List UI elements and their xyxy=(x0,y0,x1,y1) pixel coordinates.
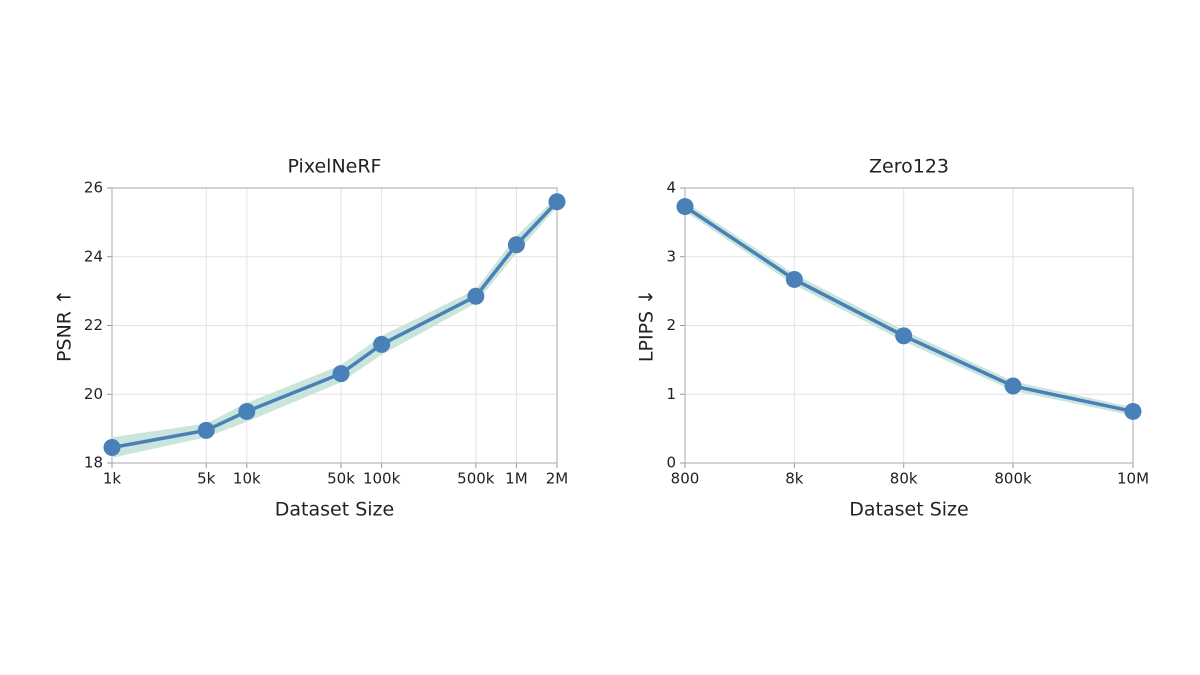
y-tick-label: 24 xyxy=(84,247,103,265)
marker xyxy=(373,335,391,353)
y-tick-label: 26 xyxy=(84,179,103,197)
x-tick-label: 800 xyxy=(671,470,700,488)
plot-frame xyxy=(111,187,558,464)
x-axis-label: Dataset Size xyxy=(849,499,968,521)
y-axis-label: PSNR ↑ xyxy=(54,289,76,362)
plot-frame xyxy=(684,187,1134,464)
x-tick-label: 2M xyxy=(546,470,569,488)
x-tick-label: 10M xyxy=(1117,470,1149,488)
x-tick-label: 500k xyxy=(457,470,495,488)
confidence-band xyxy=(685,201,1133,416)
marker xyxy=(1124,402,1142,420)
marker xyxy=(785,270,803,288)
marker xyxy=(507,236,525,254)
x-tick-label: 800k xyxy=(994,470,1032,488)
marker xyxy=(676,198,694,216)
x-tick-label: 10k xyxy=(233,470,261,488)
y-tick-label: 22 xyxy=(84,316,103,334)
line xyxy=(684,205,1134,414)
marker xyxy=(895,327,913,345)
line xyxy=(111,200,559,450)
marker xyxy=(1004,377,1022,395)
y-tick-label: 4 xyxy=(666,179,676,197)
marker xyxy=(467,287,485,305)
y-tick-label: 2 xyxy=(666,316,676,334)
x-tick-label: 5k xyxy=(197,470,216,488)
marker xyxy=(238,402,256,420)
x-axis-label: Dataset Size xyxy=(275,499,394,521)
marker xyxy=(332,365,350,383)
y-tick-label: 20 xyxy=(84,385,103,403)
chart-title: PixelNeRF xyxy=(288,156,382,178)
chart-title: Zero123 xyxy=(869,156,949,178)
y-tick-label: 3 xyxy=(666,247,676,265)
marker xyxy=(103,439,121,457)
x-tick-label: 50k xyxy=(327,470,355,488)
y-tick-label: 18 xyxy=(84,454,103,472)
x-tick-label: 80k xyxy=(890,470,918,488)
x-tick-label: 100k xyxy=(363,470,401,488)
confidence-band xyxy=(112,196,557,458)
x-tick-label: 8k xyxy=(785,470,804,488)
marker xyxy=(197,421,215,439)
x-tick-label: 1M xyxy=(505,470,528,488)
x-tick-label: 1k xyxy=(103,470,122,488)
marker xyxy=(548,193,566,211)
y-axis-label: LPIPS ↓ xyxy=(636,289,658,362)
y-tick-label: 1 xyxy=(666,385,676,403)
y-tick-label: 0 xyxy=(666,454,676,472)
